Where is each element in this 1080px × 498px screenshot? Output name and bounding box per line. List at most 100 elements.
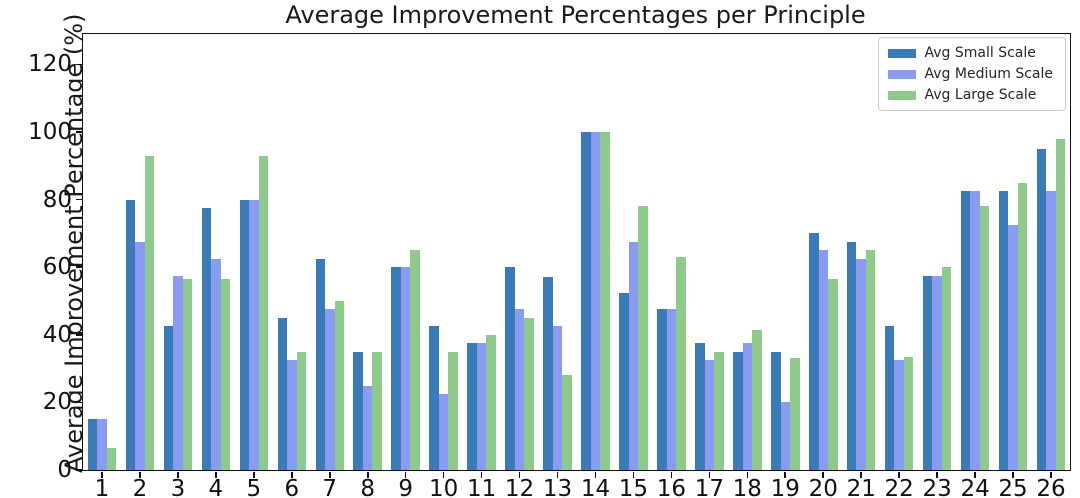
x-tick-label-20: 20 <box>808 476 838 498</box>
legend-swatch-large-scale <box>887 90 916 100</box>
bar-principle-17-avg-large-scale <box>714 351 724 470</box>
bar-principle-13-avg-small-scale <box>543 277 553 470</box>
y-tick-label: 40 <box>42 321 72 348</box>
x-tick-label-22: 22 <box>884 476 914 498</box>
x-tick-label-5: 5 <box>246 476 262 498</box>
bar-principle-2-avg-large-scale <box>144 155 155 470</box>
x-tick-label-7: 7 <box>322 476 338 498</box>
x-tick-label-14: 14 <box>580 476 611 498</box>
legend-label: Avg Medium Scale <box>924 66 1053 82</box>
x-tick-label-6: 6 <box>284 476 300 498</box>
x-tick-mark <box>784 472 787 478</box>
x-tick-label-17: 17 <box>694 476 724 498</box>
bar-principle-2-avg-medium-scale <box>135 241 145 470</box>
bar-principle-19-avg-small-scale <box>771 351 781 470</box>
bar-principle-25-avg-medium-scale <box>1008 224 1018 470</box>
bar-principle-8-avg-small-scale <box>353 351 363 470</box>
y-tick-mark <box>76 469 82 471</box>
bar-principle-22-avg-large-scale <box>903 356 914 470</box>
bar-principle-9-avg-large-scale <box>410 250 420 470</box>
bar-principle-21-avg-medium-scale <box>856 258 866 470</box>
bar-principle-21-avg-small-scale <box>846 241 857 470</box>
y-tick-label: 0 <box>57 457 72 483</box>
legend-item-large-scale: Avg Large Scale <box>887 87 1053 103</box>
bar-principle-13-avg-large-scale <box>562 375 572 470</box>
x-tick-mark <box>290 472 293 478</box>
y-tick-label: 120 <box>28 51 72 78</box>
x-tick-mark <box>177 472 179 478</box>
bar-principle-23-avg-medium-scale <box>932 275 942 470</box>
bar-principle-23-avg-large-scale <box>941 267 952 470</box>
legend: Avg Small Scale Avg Medium Scale Avg Lar… <box>877 37 1066 111</box>
x-tick-label-13: 13 <box>542 476 573 498</box>
plot-area: 0 20 40 60 80 100 120 1 2 3 4 5 6 7 8 9 10 11 12 13 14 15 16 1… <box>28 33 1071 498</box>
bar-principle-11-avg-medium-scale <box>476 343 487 470</box>
x-tick-label-4: 4 <box>208 476 224 498</box>
x-tick-label-23: 23 <box>922 476 952 498</box>
y-tick-mark <box>76 131 82 133</box>
y-tick-mark <box>76 63 82 66</box>
x-tick-label-1: 1 <box>94 476 110 498</box>
bar-principle-21-avg-large-scale <box>865 250 876 470</box>
bar-principle-16-avg-large-scale <box>676 257 686 470</box>
x-tick-label-26: 26 <box>1036 476 1066 498</box>
x-tick-mark <box>253 472 255 478</box>
bar-principle-25-avg-large-scale <box>1017 182 1028 470</box>
bar-principle-20-avg-small-scale <box>809 233 819 470</box>
x-tick-mark <box>594 472 597 478</box>
bar-principle-10-avg-small-scale <box>429 326 439 470</box>
bar-principle-8-avg-large-scale <box>372 351 382 470</box>
y-tick-mark <box>76 334 82 336</box>
bar-principle-7-avg-small-scale <box>315 258 325 470</box>
bar-principle-12-avg-large-scale <box>524 317 534 470</box>
legend-label: Avg Large Scale <box>924 87 1037 103</box>
x-tick-mark <box>1012 472 1014 478</box>
bar-principle-4-avg-large-scale <box>220 279 231 470</box>
x-tick-mark <box>936 472 938 478</box>
x-tick-label-24: 24 <box>960 476 990 498</box>
x-tick-mark <box>746 472 749 478</box>
bar-principle-10-avg-large-scale <box>448 351 458 470</box>
bar-principle-1-avg-small-scale <box>87 419 98 470</box>
bar-principle-5-avg-small-scale <box>239 199 250 470</box>
bar-principle-6-avg-small-scale <box>277 317 288 470</box>
x-tick-label-10: 10 <box>428 476 459 498</box>
bar-principle-15-avg-medium-scale <box>628 241 639 470</box>
bar-principle-17-avg-small-scale <box>695 343 705 470</box>
bar-principle-3-avg-medium-scale <box>173 275 183 470</box>
bar-principle-23-avg-small-scale <box>922 275 933 470</box>
bar-principle-26-avg-medium-scale <box>1046 191 1056 470</box>
bar-principle-18-avg-medium-scale <box>742 343 753 470</box>
bar-principle-18-avg-large-scale <box>752 329 762 470</box>
chart-title: Average Improvement Percentages per Prin… <box>285 1 866 29</box>
bar-principle-14-avg-small-scale <box>581 132 591 470</box>
x-tick-mark <box>442 472 445 478</box>
x-tick-mark <box>1050 472 1052 478</box>
y-tick-label: 60 <box>42 254 72 281</box>
bar-principle-19-avg-large-scale <box>790 358 800 470</box>
x-tick-mark <box>556 472 559 478</box>
bar-principle-9-avg-small-scale <box>391 267 401 470</box>
bar-principle-6-avg-medium-scale <box>287 360 297 470</box>
bar-principle-22-avg-medium-scale <box>894 360 904 470</box>
bar-principle-12-avg-small-scale <box>505 267 515 470</box>
bar-principle-3-avg-small-scale <box>163 326 174 470</box>
x-tick-label-2: 2 <box>132 476 148 498</box>
x-tick-label-25: 25 <box>998 476 1028 498</box>
x-tick-label-11: 11 <box>466 476 497 498</box>
bar-principle-18-avg-small-scale <box>733 351 743 470</box>
bar-principle-17-avg-medium-scale <box>704 360 715 470</box>
bar-principle-10-avg-medium-scale <box>438 393 449 470</box>
bar-principle-16-avg-small-scale <box>657 309 667 470</box>
x-tick-label-16: 16 <box>656 476 687 498</box>
x-tick-mark <box>632 472 635 478</box>
x-tick-mark <box>139 472 141 478</box>
bar-principle-24-avg-large-scale <box>979 206 990 470</box>
x-tick-label-18: 18 <box>732 476 762 498</box>
x-tick-mark <box>366 472 369 478</box>
x-tick-mark <box>898 472 900 478</box>
bar-principle-6-avg-large-scale <box>296 351 307 470</box>
x-tick-mark <box>860 472 862 478</box>
y-tick-label: 100 <box>28 119 72 145</box>
